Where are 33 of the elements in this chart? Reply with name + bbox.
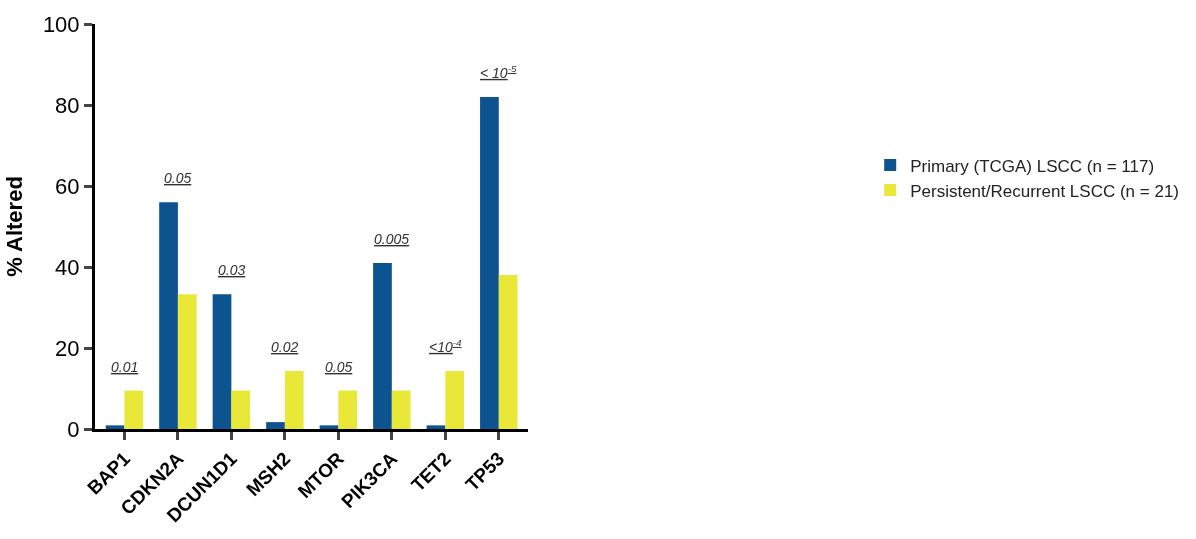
bar (373, 262, 392, 429)
annotation: 0.02 (271, 339, 299, 355)
y-tick-label: 60 (55, 173, 80, 199)
y-tick-label: 100 (42, 11, 80, 37)
annotation: 0.05 (325, 359, 353, 375)
bar (480, 96, 499, 429)
bar (391, 390, 411, 429)
y-tick-label: 0 (67, 416, 80, 442)
bar (212, 294, 232, 429)
legend-label: Persistent/Recurrent LSCC (n = 21) (910, 181, 1180, 201)
annotation: 0.05 (164, 170, 192, 186)
bar (124, 390, 144, 429)
bar (319, 425, 339, 429)
y-axis-title: % Altered (1, 176, 27, 277)
bar (231, 390, 251, 429)
bar (177, 294, 197, 429)
annotation: 0.03 (218, 262, 246, 278)
annotation: 0.005 (374, 231, 410, 247)
annotation: 0.01 (111, 359, 139, 375)
bar (159, 202, 178, 429)
annotation: <10$^{-4}$ (429, 337, 463, 355)
y-tick-label: 20 (55, 335, 80, 361)
y-tick-label: 80 (55, 92, 80, 118)
bar (105, 425, 125, 429)
legend-label: Primary (TCGA) LSCC (n = 117) (910, 156, 1155, 176)
bar (338, 390, 358, 429)
bar (445, 371, 465, 429)
bar (426, 425, 446, 429)
bar (284, 371, 304, 429)
annotation: < 10$^{-5}$ (480, 63, 517, 81)
bar (498, 275, 518, 429)
bar (266, 422, 285, 429)
y-tick-label: 40 (55, 254, 80, 280)
